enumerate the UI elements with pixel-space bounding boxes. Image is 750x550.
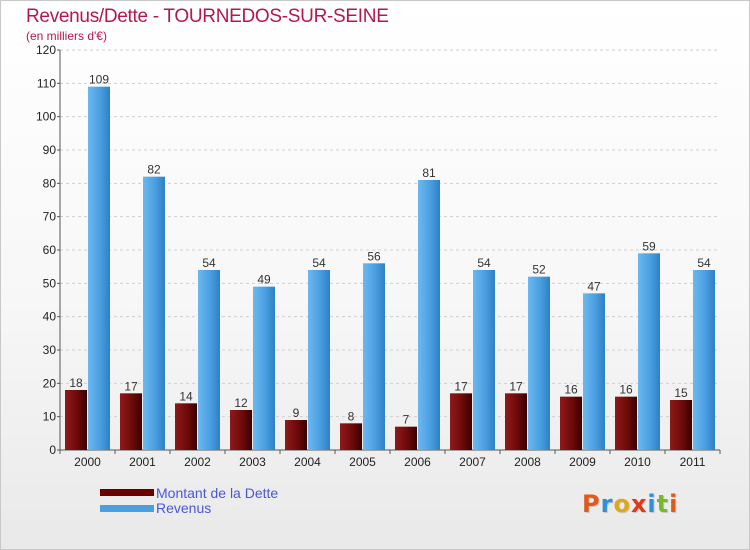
bar-dette [615, 396, 637, 450]
data-label-dette: 9 [293, 406, 300, 420]
bar-revenus [88, 86, 110, 451]
bar-revenus [528, 276, 550, 450]
x-tick-label: 2003 [239, 455, 266, 469]
y-tick-label: 0 [49, 443, 56, 457]
y-tick-label: 120 [36, 43, 56, 57]
x-tick-label: 2004 [294, 455, 321, 469]
y-tick-label: 10 [43, 410, 57, 424]
y-tick-label: 60 [43, 243, 57, 257]
data-label-revenus: 109 [89, 73, 109, 87]
legend-swatch-revenus [100, 505, 154, 512]
logo-letter: x [630, 490, 648, 518]
x-tick-label: 2007 [459, 455, 486, 469]
data-label-dette: 18 [69, 376, 83, 390]
x-tick-label: 2002 [184, 455, 211, 469]
bar-dette [505, 393, 527, 450]
x-tick-label: 2006 [404, 455, 431, 469]
bar-revenus [253, 286, 275, 450]
data-label-revenus: 54 [202, 256, 216, 270]
x-tick-label: 2010 [624, 455, 651, 469]
legend-swatch-debt [100, 489, 154, 496]
data-label-dette: 17 [509, 379, 523, 393]
data-label-revenus: 59 [642, 239, 656, 253]
data-label-dette: 12 [234, 396, 248, 410]
x-tick-label: 2008 [514, 455, 541, 469]
data-label-dette: 16 [564, 383, 578, 397]
grid [60, 49, 720, 418]
data-label-dette: 15 [674, 386, 688, 400]
logo-letter: P [582, 490, 601, 518]
data-label-dette: 16 [619, 383, 633, 397]
logo-letter: i [647, 490, 657, 518]
y-tick-label: 20 [43, 376, 57, 390]
y-tick-label: 100 [36, 110, 56, 124]
y-tick-label: 80 [43, 176, 57, 190]
bar-revenus [308, 270, 330, 450]
labels: 18 109 17 82 14 54 12 49 9 54 8 56 7 81 17 54 17 52 16 47 16… [69, 73, 711, 427]
data-label-dette: 7 [403, 413, 410, 427]
bar-revenus [473, 270, 495, 450]
x-tick-label: 2005 [349, 455, 376, 469]
data-label-revenus: 47 [587, 279, 601, 293]
data-label-revenus: 52 [532, 263, 546, 277]
chart-subtitle: (en milliers d'€) [26, 29, 107, 43]
y-tick-label: 50 [43, 276, 57, 290]
data-label-revenus: 56 [367, 249, 381, 263]
x-tick-label: 2011 [680, 455, 706, 469]
bar-dette [450, 393, 472, 450]
y-tick-label: 90 [43, 143, 57, 157]
y-tick-label: 40 [43, 310, 57, 324]
bar-revenus [198, 270, 220, 450]
data-label-revenus: 82 [147, 163, 161, 177]
x-tick-label: 2009 [569, 455, 596, 469]
data-label-dette: 17 [454, 379, 468, 393]
bar-dette [560, 396, 582, 450]
data-label-dette: 8 [348, 409, 355, 423]
bar-revenus [583, 293, 605, 450]
bar-revenus [143, 176, 165, 450]
x-tick-label: 2000 [74, 455, 101, 469]
data-label-revenus: 81 [422, 166, 436, 180]
bar-dette [120, 393, 142, 450]
data-label-revenus: 49 [257, 273, 271, 287]
data-label-revenus: 54 [477, 256, 491, 270]
bar-dette [230, 410, 252, 450]
bars [65, 86, 715, 451]
data-label-dette: 17 [124, 379, 138, 393]
y-tick-label: 110 [37, 76, 56, 90]
bar-revenus [693, 270, 715, 450]
legend-label-debt: Montant de la Dette [156, 485, 279, 501]
bar-dette [670, 400, 692, 450]
x-tick-label: 2001 [129, 455, 156, 469]
data-label-dette: 14 [179, 389, 193, 403]
logo-letter: t [656, 490, 670, 518]
chart-title: Revenus/Dette - TOURNEDOS-SUR-SEINE [26, 6, 389, 27]
bar-revenus [363, 263, 385, 450]
logo-letter: o [613, 490, 631, 518]
data-label-revenus: 54 [312, 256, 326, 270]
bar-revenus [638, 253, 660, 450]
bar-dette [65, 390, 87, 450]
bar-dette [175, 403, 197, 450]
proxiti-logo: Proxiti [582, 490, 678, 518]
axes: 0 10 20 30 40 50 60 70 80 90 100 110 120 2000 2001 2002… [36, 43, 721, 469]
y-tick-label: 70 [43, 210, 57, 224]
y-tick-label: 30 [43, 343, 57, 357]
bar-dette [340, 423, 362, 450]
bar-dette [395, 426, 417, 450]
bar-revenus [418, 180, 440, 450]
data-label-revenus: 54 [697, 256, 711, 270]
legend-label-revenus: Revenus [156, 500, 212, 516]
logo-letter: r [600, 490, 614, 518]
logo-letter: i [669, 490, 679, 518]
bar-dette [285, 420, 307, 450]
